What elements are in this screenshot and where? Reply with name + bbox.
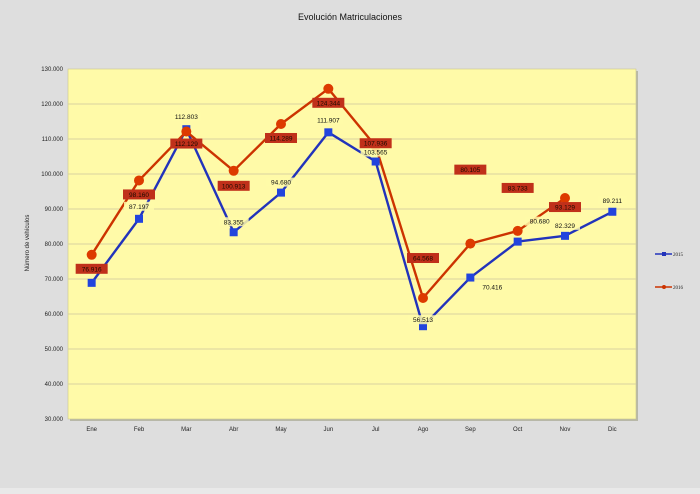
x-tick-label: Abr [229,427,238,433]
data-label-2016: 114.289 [269,135,292,142]
marker-square-2015 [371,157,380,166]
data-label-box-2016 [217,180,250,191]
data-label-2015: 112.803 [175,114,198,121]
marker-square-2015 [277,188,285,197]
data-label-box-2016 [265,132,297,143]
data-label-box-2016 [312,97,345,108]
data-label-box-2016 [123,189,155,200]
data-label-bg-2015 [477,282,508,292]
data-label-2016: 93.129 [555,205,575,212]
marker-square-2015 [135,214,143,223]
y-tick-label: 90.000 [45,207,64,213]
data-label-2015: 94.680 [271,180,291,187]
data-label-box-2016 [359,138,392,149]
data-label-2015: 82.329 [555,223,575,230]
legend-label-2015: 2015 [673,253,684,258]
legend-marker-2016 [662,285,666,289]
data-label-2016: 76.916 [82,266,102,273]
x-tick-label: Ene [86,427,97,433]
data-label-2016: 64.568 [413,256,433,263]
data-label-bg-2015 [218,217,249,227]
x-tick-label: Jul [372,427,380,433]
data-label-bg-2015 [266,177,296,187]
x-tick-label: Nov [560,427,571,433]
data-label-bg-2015 [171,112,202,122]
marker-circle-2016 [512,225,523,236]
data-label-bg-2015 [550,220,580,230]
marker-circle-2016 [465,238,476,249]
marker-circle-2016 [228,165,239,176]
data-label-2015: 83.355 [224,219,244,226]
marker-square-2015 [229,228,238,237]
data-label-bg-2015 [313,115,344,125]
marker-square-2015 [419,322,427,331]
marker-square-2015 [87,278,96,287]
data-label-2016: 100.913 [222,183,246,190]
data-label-2015: 80.680 [530,219,550,226]
x-tick-label: Jun [323,427,333,433]
x-tick-label: Sep [465,427,476,433]
data-label-2015: 103.565 [364,150,388,157]
marker-circle-2016 [86,249,97,260]
data-label-2015: 56.513 [413,317,433,324]
marker-circle-2016 [323,83,334,94]
y-tick-label: 80.000 [45,242,64,248]
data-label-2016: 112.129 [175,141,198,148]
x-tick-label: Feb [134,427,145,433]
data-label-box-2016 [170,138,203,149]
data-label-2015: 89.211 [603,198,623,205]
x-tick-label: Ago [418,427,429,433]
data-label-2016: 83.733 [508,185,528,192]
marker-circle-2016 [134,175,144,186]
chart-title: Evolución Matriculaciones [297,12,403,22]
bottom-strip [0,488,700,494]
data-label-2016: 107.936 [364,141,388,148]
y-tick-label: 110.000 [42,137,64,143]
data-label-2016: 80.105 [460,167,480,174]
legend-marker-2015 [662,252,666,256]
x-tick-label: Dic [608,427,617,433]
data-label-bg-2015 [408,315,438,325]
y-tick-label: 60.000 [45,312,64,318]
data-label-2015: 87.197 [129,204,149,211]
marker-square-2015 [513,237,522,246]
data-label-bg-2015 [360,147,391,157]
data-label-box-2016 [549,202,581,213]
data-label-2016: 124.344 [317,100,341,107]
marker-square-2015 [561,231,569,240]
marker-square-2015 [608,207,617,216]
marker-square-2015 [324,128,333,137]
y-tick-label: 70.000 [45,277,64,283]
marker-circle-2016 [418,293,428,304]
marker-square-2015 [466,273,475,282]
data-label-2015: 70.416 [482,285,502,292]
data-label-bg-2015 [524,216,555,226]
x-tick-label: May [275,427,286,433]
data-label-box-2016 [407,253,439,264]
data-label-2016: 98.160 [129,192,149,199]
x-tick-label: Oct [513,427,523,433]
data-label-bg-2015 [597,195,628,205]
data-label-box-2016 [454,164,487,175]
data-label-bg-2015 [124,201,154,211]
data-label-2015: 111.907 [317,117,340,124]
y-tick-label: 30.000 [45,417,64,423]
y-tick-label: 130.000 [41,67,63,73]
y-tick-label: 50.000 [45,347,64,353]
y-tick-label: 100.000 [41,172,63,178]
marker-circle-2016 [276,118,286,129]
marker-circle-2016 [181,126,192,137]
y-tick-label: 120.000 [41,102,63,108]
y-tick-label: 40.000 [45,382,64,388]
marker-circle-2016 [560,193,570,204]
legend-label-2016: 2016 [673,286,684,291]
x-tick-label: Mar [181,427,191,433]
data-label-box-2016 [75,263,108,274]
data-label-box-2016 [501,182,534,193]
